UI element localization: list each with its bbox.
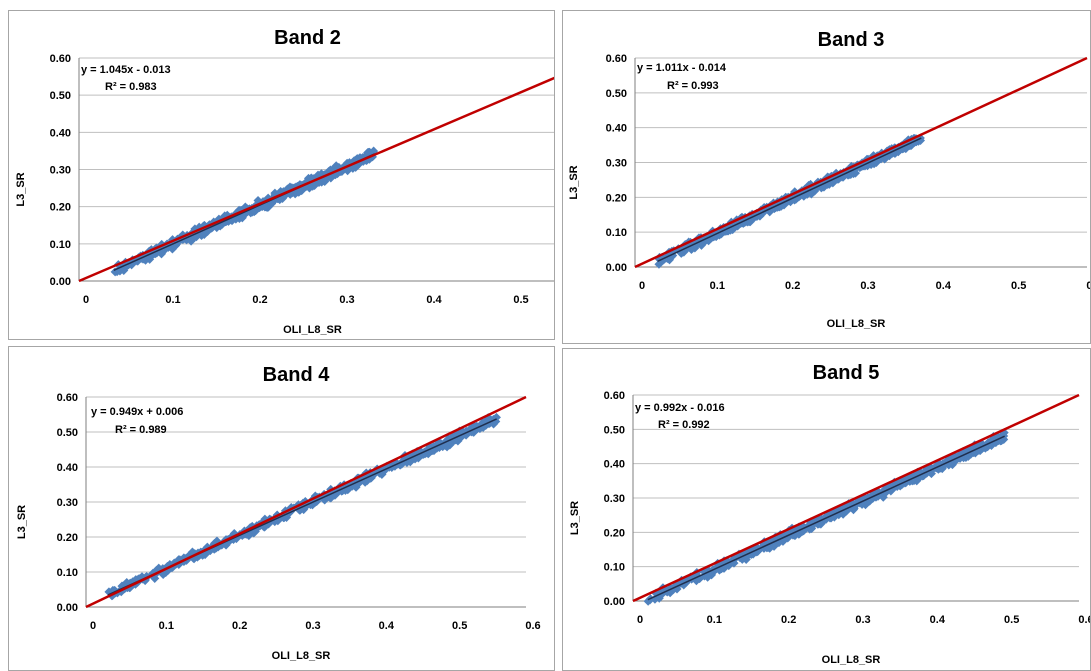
x-tick-label: 0.3: [305, 620, 320, 632]
one-to-one-line: [85, 395, 527, 609]
x-tick-label: 0.2: [252, 294, 267, 306]
y-tick-label: 0.40: [57, 462, 78, 474]
y-tick-label: 0.30: [57, 497, 78, 509]
regression-equation: y = 1.011x - 0.014: [637, 62, 727, 74]
chart-svg: Band 2 0.00 0.10 0.20 0.30 0.40 0.50 0.60 0 0.1 0.…: [15, 27, 554, 336]
x-tick-label: 0.6: [1078, 614, 1091, 626]
data-point: [691, 241, 701, 251]
x-tick-label: 0.5: [1011, 280, 1026, 292]
x-tick-label: 0.5: [1004, 614, 1019, 626]
x-tick-label: 0.3: [855, 614, 870, 626]
x-tick-label: 0.4: [936, 280, 952, 292]
scatter-series: [654, 133, 926, 269]
y-tick-label: 0.00: [50, 276, 71, 288]
chart-title: Band 2: [274, 27, 341, 49]
one-to-one-line: [634, 56, 1088, 269]
x-axis-label: OLI_L8_SR: [822, 654, 881, 666]
x-tick-label: 0.4: [426, 294, 442, 306]
x-axis-label: OLI_L8_SR: [272, 650, 331, 662]
regression-equation: y = 0.949x + 0.006: [91, 406, 183, 418]
x-tick-label: 0: [83, 294, 89, 306]
trend-line: [657, 137, 922, 262]
x-tick-label: 0.4: [930, 614, 946, 626]
y-tick-label: 0.20: [604, 527, 625, 539]
data-point: [353, 479, 363, 489]
data-point: [260, 202, 270, 212]
x-tick-label: 0.1: [159, 620, 174, 632]
r-squared: R² = 0.992: [658, 419, 710, 431]
y-axis-label: L3_SR: [569, 501, 581, 535]
y-tick-label: 0.30: [604, 493, 625, 505]
y-tick-label: 0.40: [604, 459, 625, 471]
y-tick-label: 0.60: [606, 53, 627, 65]
r-squared: R² = 0.993: [667, 80, 719, 92]
y-tick-label: 0.10: [606, 227, 627, 239]
x-tick-label: 0.2: [781, 614, 796, 626]
x-tick-label: 0.5: [452, 620, 467, 632]
x-axis-label: OLI_L8_SR: [827, 318, 886, 330]
r-squared: R² = 0.983: [105, 81, 157, 93]
chart-title: Band 4: [263, 364, 331, 386]
chart-svg: Band 4 0.00 0.10 0.20 0.30 0.40 0.50 0.60 0 0.1 0.…: [16, 364, 541, 662]
y-tick-label: 0.50: [57, 427, 78, 439]
y-tick-label: 0.10: [604, 562, 625, 574]
x-tick-label: 0.6: [525, 620, 540, 632]
scatter-series: [643, 428, 1009, 606]
x-tick-label: 0.2: [785, 280, 800, 292]
y-tick-label: 0.40: [606, 123, 627, 135]
y-tick-label: 0.30: [606, 158, 627, 170]
regression-equation: y = 1.045x - 0.013: [81, 64, 171, 76]
y-axis-label: L3_SR: [568, 165, 580, 199]
x-tick-label: 0.3: [860, 280, 875, 292]
trend-line: [647, 435, 1005, 601]
x-axis-label: OLI_L8_SR: [283, 324, 342, 336]
regression-equation: y = 0.992x - 0.016: [635, 402, 725, 414]
chart-band-2: Band 2 0.00 0.10 0.20 0.30 0.40 0.50 0.60 0 0.1 0.…: [8, 10, 555, 340]
x-tick-label: 0.4: [379, 620, 395, 632]
chart-svg: Band 3 0.00 0.10 0.20 0.30 0.40 0.50 0.60 0 0.1 0.…: [568, 29, 1091, 330]
y-tick-label: 0.20: [50, 202, 71, 214]
y-tick-label: 0.30: [50, 165, 71, 177]
y-tick-label: 0.20: [57, 532, 78, 544]
y-tick-label: 0.00: [604, 596, 625, 608]
chart-title: Band 5: [813, 362, 880, 384]
x-tick-label: 0.6: [1086, 280, 1091, 292]
chart-band-3: Band 3 0.00 0.10 0.20 0.30 0.40 0.50 0.60 0 0.1 0.…: [562, 10, 1091, 344]
one-to-one-line: [632, 393, 1080, 603]
y-tick-label: 0.00: [57, 602, 78, 614]
y-tick-label: 0.00: [606, 262, 627, 274]
y-axis-label: L3_SR: [16, 505, 28, 539]
x-tick-label: 0.1: [710, 280, 725, 292]
y-tick-label: 0.60: [57, 392, 78, 404]
chart-band-4: Band 4 0.00 0.10 0.20 0.30 0.40 0.50 0.60 0 0.1 0.…: [8, 346, 555, 671]
x-tick-label: 0: [637, 614, 643, 626]
y-tick-label: 0.50: [50, 90, 71, 102]
x-tick-label: 0.3: [339, 294, 354, 306]
x-tick-label: 0.2: [232, 620, 247, 632]
data-point: [244, 531, 254, 541]
chart-title: Band 3: [818, 29, 885, 51]
chart-svg: Band 5 0.00 0.10 0.20 0.30 0.40 0.50 0.60 0 0.1 0.…: [569, 362, 1091, 666]
r-squared: R² = 0.989: [115, 424, 167, 436]
y-tick-label: 0.40: [50, 127, 71, 139]
y-tick-label: 0.20: [606, 192, 627, 204]
y-tick-label: 0.10: [50, 239, 71, 251]
y-tick-label: 0.50: [606, 88, 627, 100]
y-tick-label: 0.60: [50, 53, 71, 65]
y-tick-label: 0.10: [57, 567, 78, 579]
y-tick-label: 0.60: [604, 390, 625, 402]
one-to-one-line: [78, 76, 554, 283]
y-axis-label: L3_SR: [15, 172, 27, 206]
x-tick-label: 0.5: [513, 294, 528, 306]
chart-band-5: Band 5 0.00 0.10 0.20 0.30 0.40 0.50 0.60 0 0.1 0.…: [562, 348, 1091, 671]
data-point: [881, 152, 891, 162]
x-tick-label: 0.1: [165, 294, 180, 306]
x-tick-label: 0: [639, 280, 645, 292]
x-tick-label: 0: [90, 620, 96, 632]
y-tick-label: 0.50: [604, 424, 625, 436]
x-tick-label: 0.1: [707, 614, 722, 626]
